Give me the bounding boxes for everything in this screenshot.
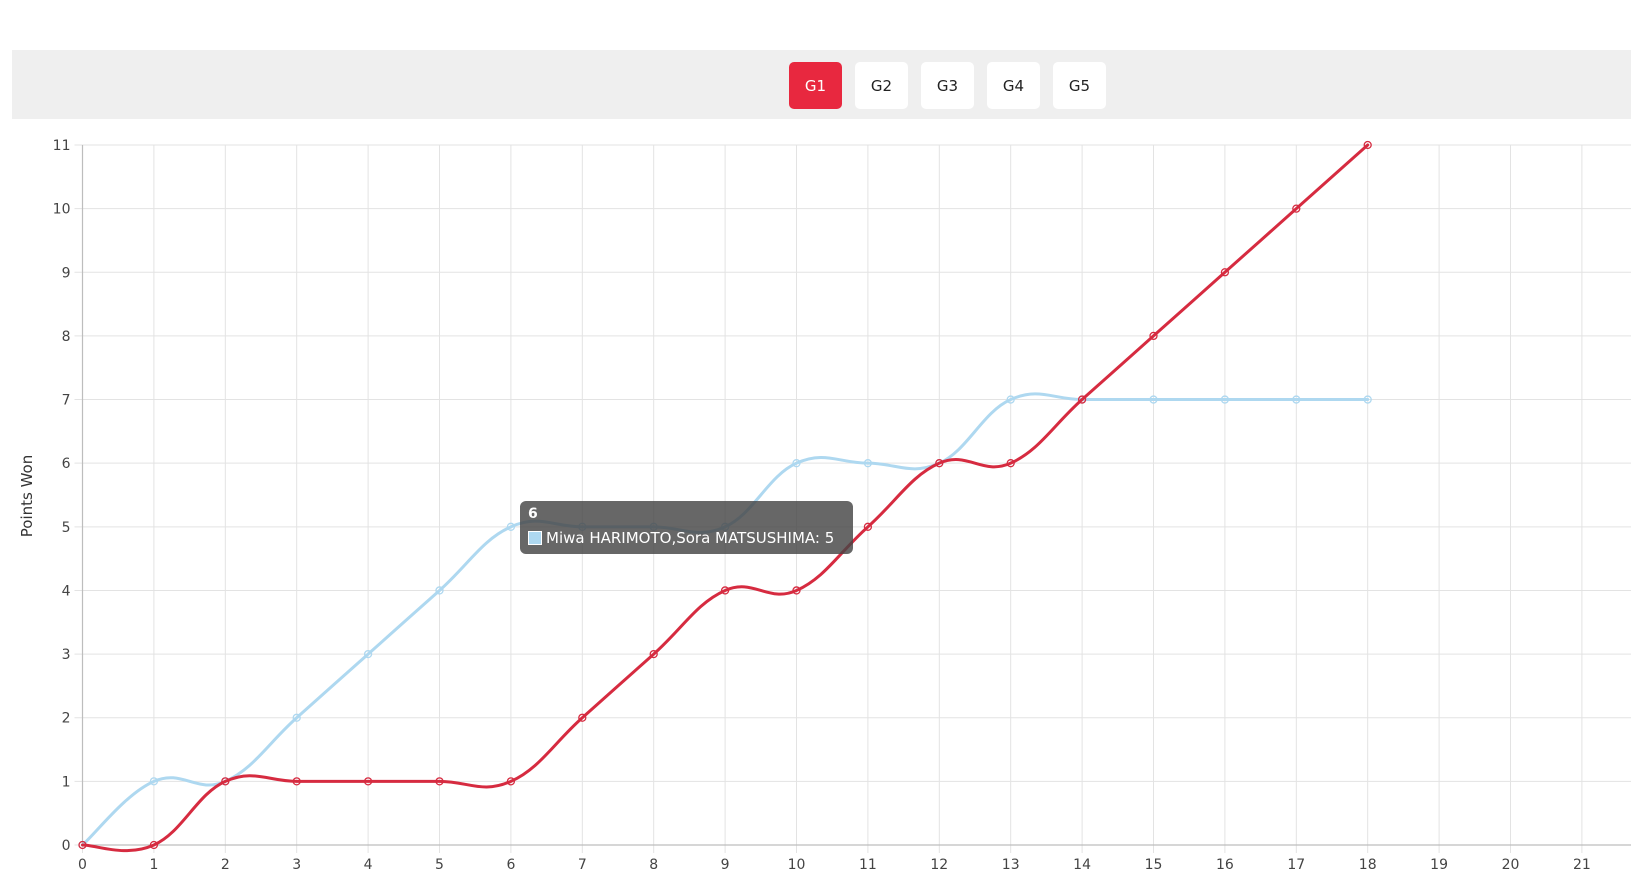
series-point-2 <box>78 840 87 850</box>
series-point-2 <box>506 777 516 786</box>
x-tick-label: 0 <box>78 857 87 873</box>
y-tick-label: 6 <box>62 456 71 472</box>
tooltip-row: Miwa HARIMOTO,Sora MATSUSHIMA: 5 <box>528 529 834 547</box>
y-tick-label: 3 <box>62 647 71 663</box>
x-tick-label: 15 <box>1145 857 1163 873</box>
x-tick-label: 7 <box>578 857 587 873</box>
series-point-2 <box>1292 204 1301 213</box>
series-point-1 <box>149 777 159 786</box>
x-tick-label: 9 <box>721 857 730 873</box>
y-tick-label: 4 <box>62 583 71 599</box>
y-tick-label: 7 <box>62 393 71 409</box>
series-point-2 <box>792 586 801 595</box>
series-point-1 <box>792 459 801 468</box>
y-axis-title: Points Won <box>18 455 36 537</box>
x-tick-label: 4 <box>364 857 373 873</box>
series-point-2 <box>435 777 444 786</box>
series-point-2 <box>292 777 301 786</box>
y-tick-label: 8 <box>62 329 71 345</box>
y-tick-label: 9 <box>62 265 71 281</box>
grid-lines <box>74 144 1631 853</box>
x-tick-label: 8 <box>649 857 658 873</box>
series-point-2 <box>720 586 730 595</box>
x-tick-label: 10 <box>788 857 806 873</box>
series-point-1 <box>506 522 516 531</box>
x-tick-label: 2 <box>221 857 230 873</box>
x-tick-label: 5 <box>435 857 444 873</box>
series-point-2 <box>1149 331 1158 341</box>
y-tick-label: 2 <box>62 711 71 727</box>
tab-game-5[interactable]: G5 <box>1053 62 1106 109</box>
tab-game-4[interactable]: G4 <box>987 62 1040 109</box>
series-point-2 <box>221 777 230 786</box>
x-tick-label: 13 <box>1002 857 1020 873</box>
series-point-1 <box>863 459 873 468</box>
series-point-2 <box>1220 268 1230 277</box>
series-point-2 <box>649 649 658 659</box>
series-point-1 <box>363 649 373 659</box>
x-tick-labels: 0 1 2 3 4 5 6 7 8 9 10 11 12 13 14 15 16 17 18 19 20 21 <box>78 857 1591 873</box>
y-tick-label: 11 <box>53 138 71 154</box>
tooltip-label: Miwa HARIMOTO,Sora MATSUSHIMA: 5 <box>546 529 835 547</box>
chart-tooltip: 6 Miwa HARIMOTO,Sora MATSUSHIMA: 5 <box>520 501 853 554</box>
series-point-1 <box>1220 395 1230 404</box>
series-point-2 <box>1363 140 1372 150</box>
series-point-2 <box>363 777 373 786</box>
y-tick-label: 5 <box>62 520 71 536</box>
tab-game-1[interactable]: G1 <box>789 62 842 109</box>
x-tick-label: 16 <box>1216 857 1234 873</box>
x-tick-label: 20 <box>1502 857 1520 873</box>
series-point-1 <box>1149 395 1158 404</box>
series-point-1 <box>435 586 444 595</box>
series-point-2 <box>1077 395 1087 404</box>
tooltip-swatch <box>528 531 542 545</box>
series-point-2 <box>1006 459 1015 468</box>
series-line-2 <box>81 143 1370 853</box>
x-tick-label: 12 <box>930 857 948 873</box>
y-tick-label: 10 <box>53 202 71 218</box>
axes <box>81 145 1631 846</box>
x-tick-label: 19 <box>1430 857 1448 873</box>
x-tick-label: 18 <box>1359 857 1377 873</box>
x-tick-label: 1 <box>149 857 158 873</box>
tab-game-3[interactable]: G3 <box>921 62 974 109</box>
x-tick-label: 6 <box>506 857 515 873</box>
tooltip-title: 6 <box>528 506 538 522</box>
x-tick-label: 3 <box>292 857 301 873</box>
series-point-2 <box>149 840 159 850</box>
series-point-1 <box>292 713 301 722</box>
x-tick-label: 14 <box>1073 857 1091 873</box>
x-tick-label: 17 <box>1287 857 1305 873</box>
tab-game-2[interactable]: G2 <box>855 62 908 109</box>
y-tick-label: 1 <box>62 774 71 790</box>
series-point-2 <box>863 522 873 531</box>
series-point-1 <box>1363 395 1372 404</box>
x-tick-label: 21 <box>1573 857 1591 873</box>
y-tick-label: 0 <box>62 838 71 854</box>
y-tick-labels: 0 1 2 3 4 5 6 7 8 9 10 11 <box>53 138 71 854</box>
series-point-2 <box>578 713 587 722</box>
series-point-1 <box>1006 395 1015 404</box>
series-point-2 <box>935 459 944 468</box>
series-point-1 <box>1292 395 1301 404</box>
x-tick-label: 11 <box>859 857 877 873</box>
